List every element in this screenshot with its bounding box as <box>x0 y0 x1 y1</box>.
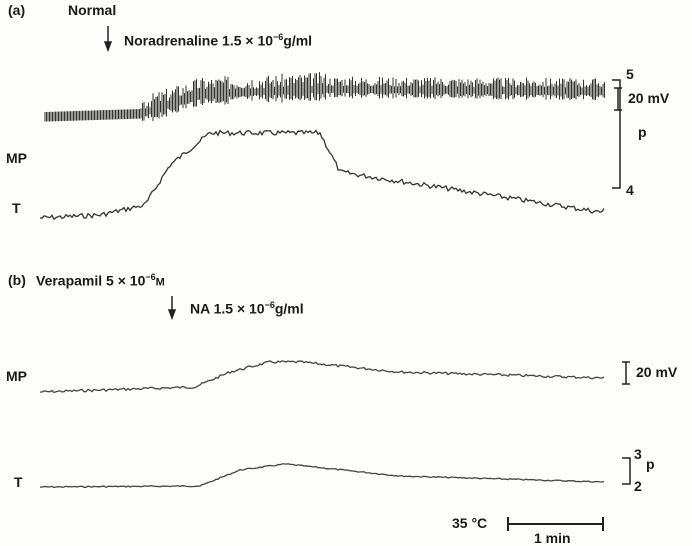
panel-a-t-scale-bottom: 4 <box>626 182 634 198</box>
panel-b-drug: NA 1.5 × 10−6g/ml <box>190 300 304 317</box>
drug-exp: −6 <box>273 32 284 42</box>
condition-unit: M <box>155 276 165 289</box>
panel-b-mp-scale: 20 mV <box>636 364 678 380</box>
panel-a-label: (a) <box>8 2 26 18</box>
temperature-label: 35 °C <box>452 515 488 531</box>
panel-a-condition: Normal <box>68 2 117 18</box>
panel-b-condition: Verapamil 5 × 10−6M <box>36 272 165 289</box>
panel-a-t-scale-top: 5 <box>626 66 634 82</box>
panel-b-t-scale-unit: p <box>646 456 655 472</box>
panel-b-mp-trace <box>39 360 605 394</box>
drug-exp: −6 <box>264 300 275 310</box>
panel-a-t-label: T <box>12 200 21 216</box>
panel-a-t-trace <box>39 129 605 221</box>
drug-unit: g/ml <box>283 32 313 49</box>
panel-b-arrowhead <box>167 309 177 321</box>
condition-label: Verapamil 5 × 10 <box>36 272 146 289</box>
panel-a-mp-scale-bar <box>614 87 622 111</box>
panel-b-mp-scale-bar <box>622 361 630 385</box>
panel-b-mp-label: MP <box>6 368 27 384</box>
panel-b-t-label: T <box>14 474 23 490</box>
panel-a-mp-label: MP <box>6 150 27 166</box>
panel-b-t-scale-bar <box>622 457 631 485</box>
drug-label: NA 1.5 × 10 <box>190 300 265 317</box>
panel-a-mp-trace <box>44 72 605 122</box>
panel-a-mp-scale: 20 mV <box>628 90 670 106</box>
panel-a-t-scale-unit: p <box>638 124 647 140</box>
condition-exp: −6 <box>145 272 156 282</box>
panel-b-label: (b) <box>8 272 26 288</box>
panel-a-t-scale-bar <box>612 79 621 189</box>
panel-b-t-trace <box>39 463 605 489</box>
panel-a-arrowhead <box>103 41 113 53</box>
panel-b-t-scale-top: 3 <box>634 446 642 462</box>
time-scale-bar <box>507 517 604 531</box>
panel-b-t-scale-bottom: 2 <box>634 478 642 494</box>
drug-label: Noradrenaline 1.5 × 10 <box>124 32 274 49</box>
time-scale-label: 1 min <box>534 530 571 546</box>
drug-unit: g/ml <box>274 300 304 317</box>
panel-a-drug: Noradrenaline 1.5 × 10−6g/ml <box>124 32 312 49</box>
